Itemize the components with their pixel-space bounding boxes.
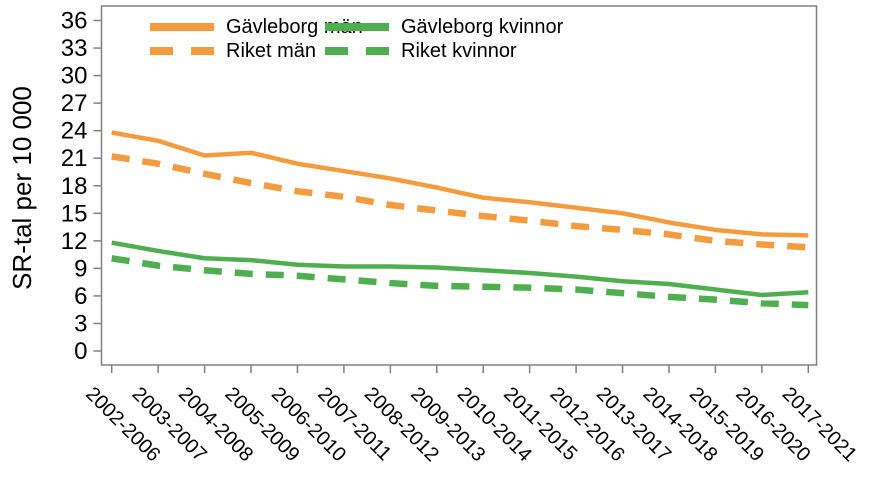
- y-tick-label: 30: [61, 63, 88, 90]
- legend-label: Gävleborg män: [226, 15, 363, 38]
- y-tick-label: 6: [74, 283, 87, 310]
- legend-swatch-dashed-green: [325, 47, 389, 55]
- series-line-3: [111, 255, 809, 309]
- y-tick-label: 24: [61, 118, 88, 145]
- series-line-2: [111, 240, 809, 298]
- y-tick-label: 15: [61, 200, 88, 227]
- legend-swatch-dashed-orange: [150, 47, 214, 55]
- legend-item-gavleborg-man: Gävleborg män: [150, 14, 363, 40]
- y-tick-label: 33: [61, 35, 88, 62]
- y-tick-label: 0: [74, 338, 87, 365]
- legend-item-riket-man: Riket män: [150, 38, 316, 64]
- y-tick-label: 3: [74, 310, 87, 337]
- legend-label: Gävleborg kvinnor: [401, 15, 564, 38]
- y-tick-label: 36: [61, 8, 88, 35]
- legend-label: Riket kvinnor: [401, 39, 517, 62]
- y-tick-label: 12: [61, 228, 88, 255]
- series-line-1: [111, 153, 809, 251]
- legend-item-riket-kvinnor: Riket kvinnor: [325, 38, 517, 64]
- legend-item-gavleborg-kvinnor: Gävleborg kvinnor: [325, 14, 563, 40]
- y-tick-label: 27: [61, 90, 88, 117]
- legend-label: Riket män: [226, 39, 317, 62]
- y-tick-label: 9: [74, 255, 87, 282]
- legend-swatch-solid-green: [325, 23, 389, 31]
- legend-swatch-solid-orange: [150, 23, 214, 31]
- y-axis-label: SR-tal per 10 000: [7, 86, 37, 290]
- y-tick-label: 18: [61, 173, 88, 200]
- y-tick-label: 21: [61, 145, 88, 172]
- series-line-0: [111, 130, 809, 238]
